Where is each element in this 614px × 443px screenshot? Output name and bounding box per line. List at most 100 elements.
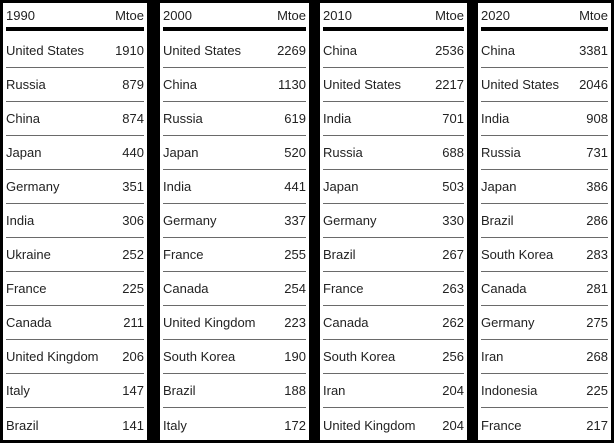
energy-value: 225 [586, 383, 608, 398]
table-row: India 306 [6, 204, 144, 238]
country-name: United Kingdom [323, 417, 416, 433]
country-name: Italy [6, 383, 30, 398]
country-name: France [163, 247, 204, 262]
energy-value: 2217 [435, 77, 464, 92]
country-name: Brazil [323, 247, 356, 262]
energy-value: 731 [586, 145, 608, 160]
table-row: India 701 [323, 102, 464, 136]
table-header: 2020 Mtoe [481, 3, 608, 31]
country-name: United States [163, 43, 242, 58]
energy-value: 520 [284, 145, 306, 160]
table-row: China 1130 [163, 68, 306, 102]
country-name: United Kingdom [163, 315, 256, 330]
year-table-2000: 2000 Mtoe United States 2269 China 1130 Russ… [160, 3, 309, 440]
country-name: China [481, 43, 515, 58]
table-header: 1990 Mtoe [6, 3, 144, 31]
energy-value: 225 [122, 281, 144, 296]
table-row: United Kingdom 204 [323, 408, 464, 442]
country-name: Germany [481, 315, 535, 330]
table-row: Brazil 286 [481, 204, 608, 238]
table-row: Brazil 141 [6, 408, 144, 442]
table-row: Italy 172 [163, 408, 306, 442]
year-label: 1990 [6, 7, 35, 23]
country-name: Canada [481, 281, 527, 296]
table-row: Iran 204 [323, 374, 464, 408]
table-row: Canada 262 [323, 306, 464, 340]
energy-value: 908 [586, 111, 608, 126]
table-row: Brazil 267 [323, 238, 464, 272]
energy-value: 141 [122, 417, 144, 433]
year-label: 2010 [323, 7, 352, 23]
country-name: South Korea [481, 247, 554, 262]
table-header: 2000 Mtoe [163, 3, 306, 31]
unit-label: Mtoe [435, 7, 464, 23]
country-name: India [6, 213, 35, 228]
energy-value: 217 [586, 417, 608, 433]
year-table-2010: 2010 Mtoe China 2536 United States 2217 Indi… [320, 3, 467, 440]
table-row: Canada 211 [6, 306, 144, 340]
table-row: United Kingdom 223 [163, 306, 306, 340]
table-row: China 2536 [323, 31, 464, 68]
country-name: France [481, 417, 522, 433]
energy-value: 263 [442, 281, 464, 296]
year-table-2020: 2020 Mtoe China 3381 United States 2046 Indi… [478, 3, 611, 440]
country-name: Russia [163, 111, 203, 126]
country-name: India [323, 111, 352, 126]
country-name: Japan [6, 145, 42, 160]
table-row: Iran 268 [481, 340, 608, 374]
table-row: South Korea 256 [323, 340, 464, 374]
country-name: China [163, 77, 197, 92]
table-row: United States 2269 [163, 31, 306, 68]
country-name: Japan [163, 145, 199, 160]
country-name: Iran [323, 383, 346, 398]
country-name: Canada [163, 281, 209, 296]
energy-value: 386 [586, 179, 608, 194]
energy-value: 211 [123, 315, 144, 330]
country-name: Japan [323, 179, 359, 194]
energy-value: 351 [122, 179, 144, 194]
country-name: United States [323, 77, 402, 92]
energy-value: 255 [284, 247, 306, 262]
energy-value: 503 [442, 179, 464, 194]
country-name: Russia [6, 77, 46, 92]
energy-value: 262 [442, 315, 464, 330]
energy-value: 147 [122, 383, 144, 398]
energy-value: 286 [586, 213, 608, 228]
energy-value: 306 [122, 213, 144, 228]
table-row: Germany 275 [481, 306, 608, 340]
country-name: Japan [481, 179, 517, 194]
unit-label: Mtoe [277, 7, 306, 23]
country-name: United States [481, 77, 560, 92]
table-row: France 217 [481, 408, 608, 442]
country-name: Italy [163, 417, 187, 433]
table-row: Russia 688 [323, 136, 464, 170]
energy-value: 1910 [115, 43, 144, 58]
table-row: Russia 731 [481, 136, 608, 170]
table-row: Russia 879 [6, 68, 144, 102]
energy-value: 252 [122, 247, 144, 262]
country-name: United Kingdom [6, 349, 99, 364]
energy-value: 701 [442, 111, 464, 126]
country-name: India [481, 111, 510, 126]
table-row: Canada 281 [481, 272, 608, 306]
country-name: China [6, 111, 40, 126]
energy-value: 172 [284, 417, 306, 433]
country-name: Iran [481, 349, 504, 364]
country-name: Germany [163, 213, 217, 228]
energy-value: 2046 [579, 77, 608, 92]
energy-value: 874 [122, 111, 144, 126]
table-row: Japan 440 [6, 136, 144, 170]
energy-value: 688 [442, 145, 464, 160]
table-row: India 441 [163, 170, 306, 204]
energy-value: 256 [442, 349, 464, 364]
unit-label: Mtoe [115, 7, 144, 23]
energy-value: 268 [586, 349, 608, 364]
energy-value: 204 [442, 417, 464, 433]
country-name: Canada [6, 315, 52, 330]
table-row: Japan 386 [481, 170, 608, 204]
table-row: United States 1910 [6, 31, 144, 68]
table-row: Japan 503 [323, 170, 464, 204]
country-name: India [163, 179, 192, 194]
table-row: Indonesia 225 [481, 374, 608, 408]
year-label: 2000 [163, 7, 192, 23]
